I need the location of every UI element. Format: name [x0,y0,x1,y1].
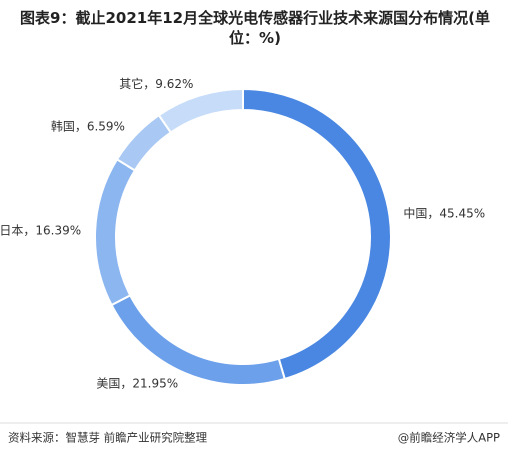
data-label: 美国，21.95% [96,377,178,391]
donut-slice [115,113,173,172]
data-label: 其它，9.62% [119,76,193,91]
donut-slice [94,157,137,307]
brand: @前瞻经济学人APP [398,431,500,445]
source: 资料来源：智慧芽 前瞻产业研究院整理 [8,431,208,445]
donut-slice [157,87,244,134]
data-label: 韩国，6.59% [51,118,125,133]
chart-title: 图表9：截止2021年12月全球光电传感器行业技术来源国分布情况(单位：%) [20,9,490,47]
data-label: 日本，16.39% [0,224,81,238]
data-label: 中国，45.45% [403,206,485,221]
donut-slice [110,294,286,386]
donut-slice [242,87,392,381]
